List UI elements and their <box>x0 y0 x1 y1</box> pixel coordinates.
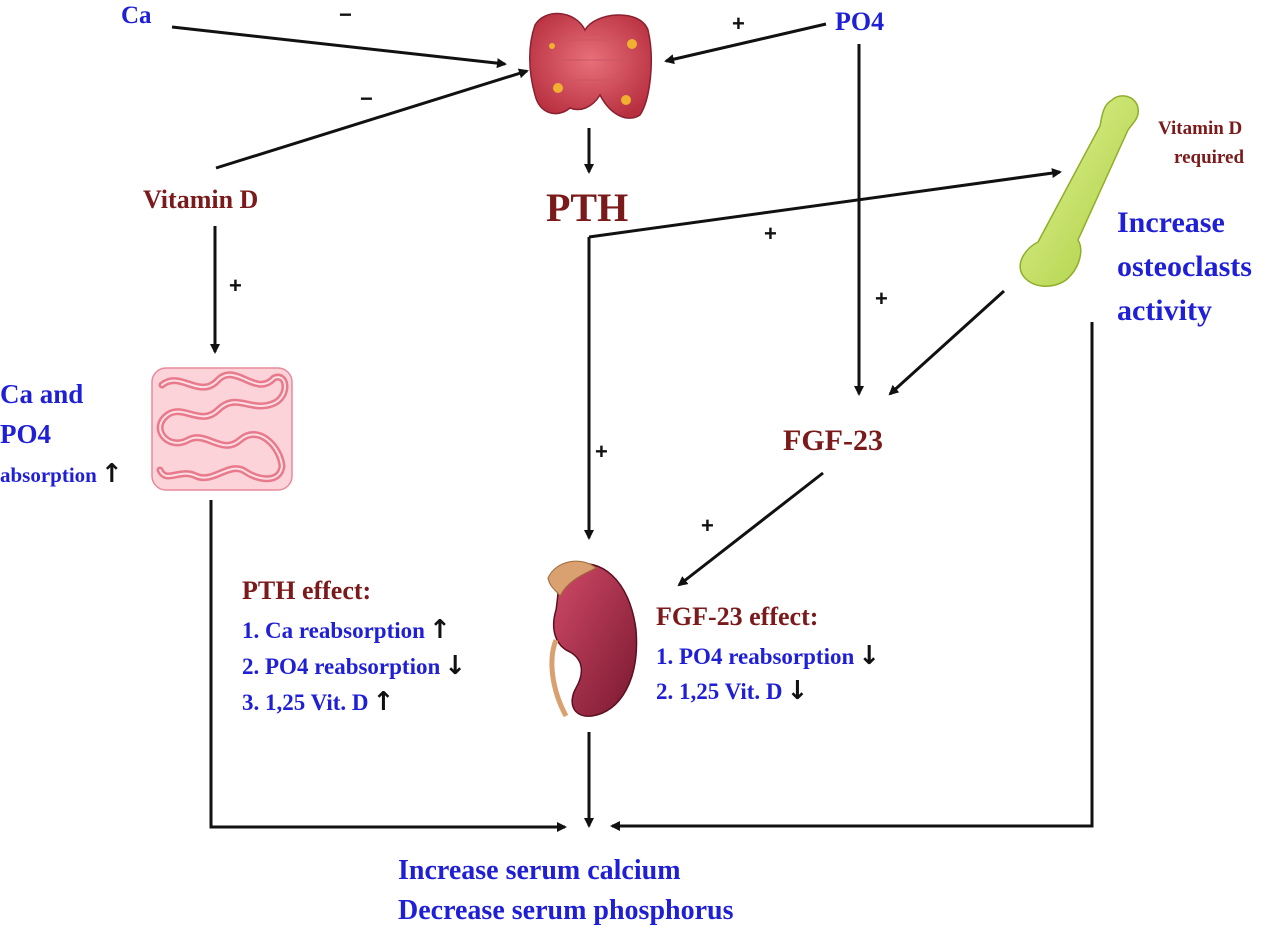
fgf23-effect-item-text: 1. PO4 reabsorption <box>656 644 855 669</box>
pth-label: PTH <box>546 185 629 230</box>
vitamin-d-label: Vitamin D <box>143 185 259 214</box>
sign-po4-thyroid: + <box>732 11 745 36</box>
bone-icon <box>1019 95 1140 287</box>
down-arrow-icon: ↓ <box>858 641 881 671</box>
sign-fgf23-kidney: + <box>701 513 714 538</box>
pth-effect-item-text: 1. Ca reabsorption <box>242 618 425 643</box>
gut-label-line2: PO4 <box>0 419 51 449</box>
down-arrow-icon: ↓ <box>444 651 467 681</box>
up-arrow-icon: ↑ <box>428 615 451 645</box>
ca-label: Ca <box>121 2 152 29</box>
pth-effect-item-text: 2. PO4 reabsorption <box>242 654 441 679</box>
up-arrow-icon: ↑ <box>372 687 395 717</box>
po4-label: PO4 <box>835 7 885 36</box>
fgf23-effect-item-text: 2. 1,25 Vit. D <box>656 679 783 704</box>
gut-label-line3: absorption ↑ <box>0 461 123 487</box>
pth-effect-item-text: 3. 1,25 Vit. D <box>242 690 369 715</box>
bone-effect-line2: osteoclasts <box>1117 250 1252 283</box>
pth-effect-item-2: 2. PO4 reabsorption ↓ <box>242 653 466 679</box>
gut-label-text: absorption <box>0 463 97 487</box>
bone-effect-line3: activity <box>1117 294 1212 327</box>
sign-po4-fgf23: + <box>875 286 888 311</box>
down-arrow-icon: ↓ <box>786 676 809 706</box>
pth-effect-title: PTH effect: <box>242 576 372 605</box>
fgf23-label: FGF-23 <box>783 424 883 457</box>
thyroid-gland-icon <box>529 12 652 119</box>
sign-vitd-intestine: + <box>229 273 242 298</box>
gut-label-line1: Ca and <box>0 379 84 409</box>
pth-effect-item-3: 3. 1,25 Vit. D ↑ <box>242 689 394 715</box>
pth-effect-item-1: 1. Ca reabsorption ↑ <box>242 617 451 643</box>
fgf23-effect-item-1: 1. PO4 reabsorption ↓ <box>656 643 880 669</box>
sign-pth-bone: + <box>764 221 777 246</box>
outcome-line2: Decrease serum phosphorus <box>398 895 734 926</box>
kidney-icon <box>547 560 638 718</box>
sign-ca-thyroid: − <box>339 2 352 27</box>
bone-effect-line1: Increase <box>1117 206 1225 239</box>
fgf23-effect-title: FGF-23 effect: <box>656 602 819 631</box>
sign-vitd-thyroid: − <box>360 86 373 111</box>
vitamin-d-required-line2: required <box>1174 147 1245 168</box>
sign-pth-kidney: + <box>595 439 608 464</box>
intestine-icon <box>151 367 293 491</box>
vitamin-d-required-line1: Vitamin D <box>1158 118 1243 139</box>
up-arrow-icon: ↑ <box>100 459 123 489</box>
outcome-line1: Increase serum calcium <box>398 855 681 886</box>
fgf23-effect-item-2: 2. 1,25 Vit. D ↓ <box>656 678 808 704</box>
arrows <box>171 22 1094 832</box>
